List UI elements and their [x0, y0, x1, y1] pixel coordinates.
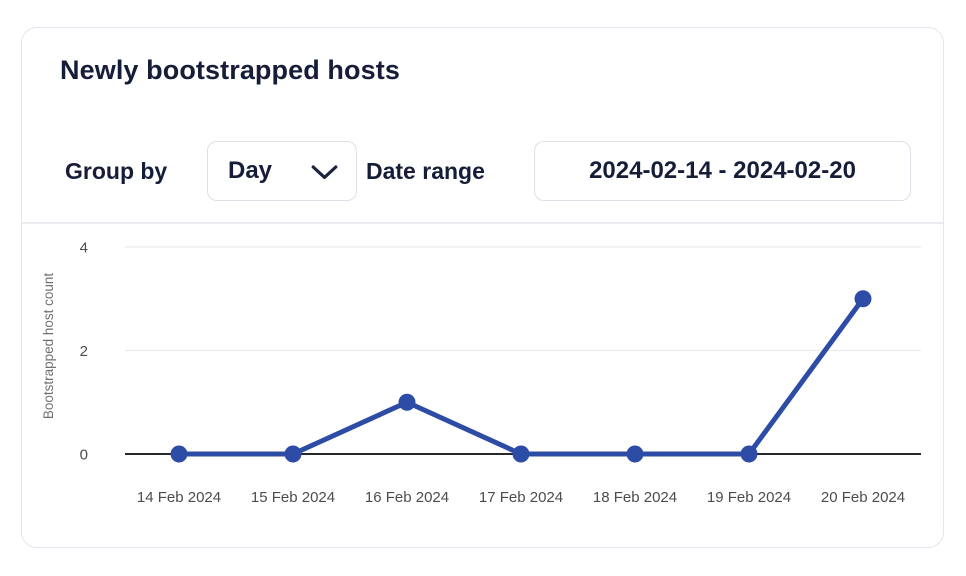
x-tick-label: 14 Feb 2024 — [137, 489, 221, 506]
x-tick-label: 20 Feb 2024 — [821, 489, 905, 506]
x-tick-label: 17 Feb 2024 — [479, 489, 563, 506]
data-point — [398, 393, 416, 411]
chart-controls-row: Group by Day Date range 2024-02-14 - 202… — [22, 141, 943, 201]
y-tick-label: 2 — [80, 343, 88, 360]
chart-area: 0 2 4 Bootstrapped host count 14 Feb 2024 15 … — [22, 226, 943, 547]
x-tick-label: 19 Feb 2024 — [707, 489, 791, 506]
y-tick-label: 4 — [80, 240, 88, 257]
newly-bootstrapped-hosts-card: Newly bootstrapped hosts Group by Day Da… — [21, 27, 944, 548]
data-point — [170, 445, 188, 463]
date-range-label: Date range — [366, 157, 485, 184]
group-by-selected-value: Day — [228, 157, 273, 184]
series-line — [176, 296, 866, 457]
data-point — [284, 445, 302, 463]
chevron-down-icon — [311, 165, 338, 180]
page-title: Newly bootstrapped hosts — [60, 55, 400, 85]
group-by-label: Group by — [65, 157, 168, 184]
data-point — [626, 445, 644, 463]
date-range-input[interactable]: 2024-02-14 - 2024-02-20 — [534, 141, 911, 201]
data-point — [854, 290, 872, 308]
group-by-dropdown[interactable]: Day — [207, 141, 357, 201]
x-tick-label: 15 Feb 2024 — [251, 489, 335, 506]
data-point — [740, 445, 758, 463]
y-tick-label: 0 — [80, 447, 88, 464]
card-header: Newly bootstrapped hosts Group by Day Da… — [22, 28, 943, 224]
data-point — [512, 445, 530, 463]
line-chart-canvas: 0 2 4 Bootstrapped host count 14 Feb 2024 15 … — [41, 240, 921, 506]
x-tick-label: 18 Feb 2024 — [593, 489, 677, 506]
y-axis-title: Bootstrapped host count — [41, 273, 56, 420]
x-tick-label: 16 Feb 2024 — [365, 489, 449, 506]
